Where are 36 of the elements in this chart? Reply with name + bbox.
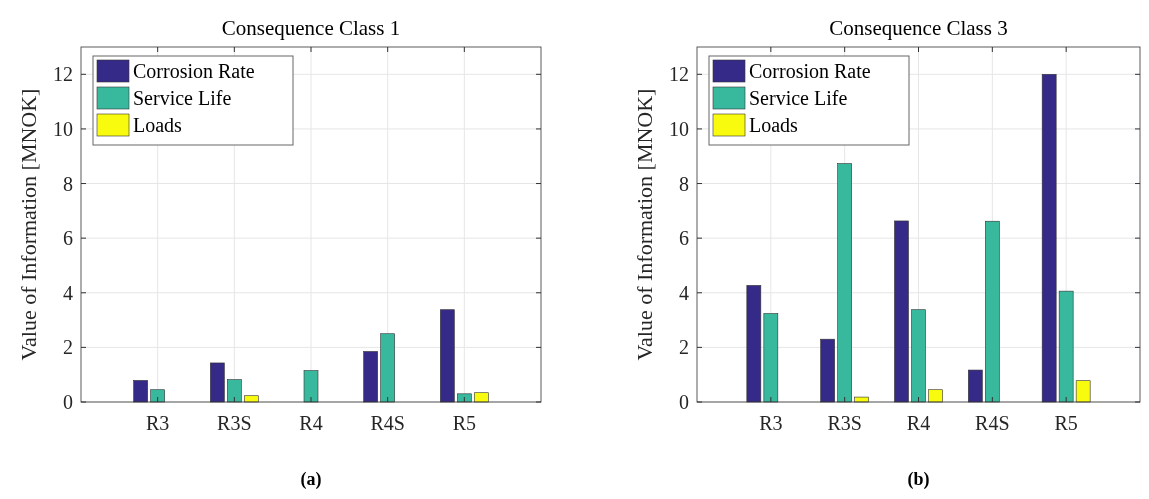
y-tick-label: 2 (63, 336, 73, 359)
x-tick-label: R4S (370, 412, 405, 434)
legend-label: Service Life (749, 87, 848, 109)
legend-label: Loads (133, 114, 183, 136)
legend-label: Corrosion Rate (749, 60, 871, 82)
y-tick-label: 0 (63, 391, 73, 413)
y-tick-label: 6 (679, 227, 689, 250)
x-tick-label: R4 (906, 412, 931, 434)
x-tick-label: R3 (145, 412, 170, 434)
y-tick-label: 10 (53, 117, 73, 140)
chart-title: Consequence Class 3 (829, 16, 1008, 40)
y-tick-label: 12 (669, 63, 689, 86)
x-tick-label: R3S (827, 412, 862, 434)
x-tick-label: R4S (975, 412, 1010, 434)
y-tick-label: 8 (63, 172, 73, 195)
y-tick-label: 0 (679, 391, 689, 413)
y-axis-title: Value of Information [MNOK] (16, 88, 41, 361)
y-axis-title: Value of Information [MNOK] (632, 88, 657, 361)
text: (a) (300, 469, 322, 490)
x-tick-label: R3S (217, 412, 252, 434)
legend-label: Corrosion Rate (133, 60, 255, 82)
y-tick-label: 8 (679, 172, 689, 195)
x-tick-label: R5 (1054, 412, 1078, 434)
y-tick-label: 4 (63, 281, 73, 304)
x-tick-label: R5 (452, 412, 477, 434)
text: (b) (907, 469, 930, 490)
y-tick-label: 4 (679, 281, 689, 304)
y-tick-label: 12 (53, 63, 73, 86)
y-tick-label: 6 (63, 227, 73, 250)
y-tick-label: 2 (679, 336, 689, 359)
legend-label: Service Life (133, 87, 232, 109)
x-tick-label: R3 (759, 412, 783, 434)
chart-title: Consequence Class 1 (221, 16, 401, 40)
y-tick-label: 10 (669, 117, 689, 140)
x-tick-label: R4 (299, 412, 323, 434)
legend-label: Loads (749, 114, 799, 136)
